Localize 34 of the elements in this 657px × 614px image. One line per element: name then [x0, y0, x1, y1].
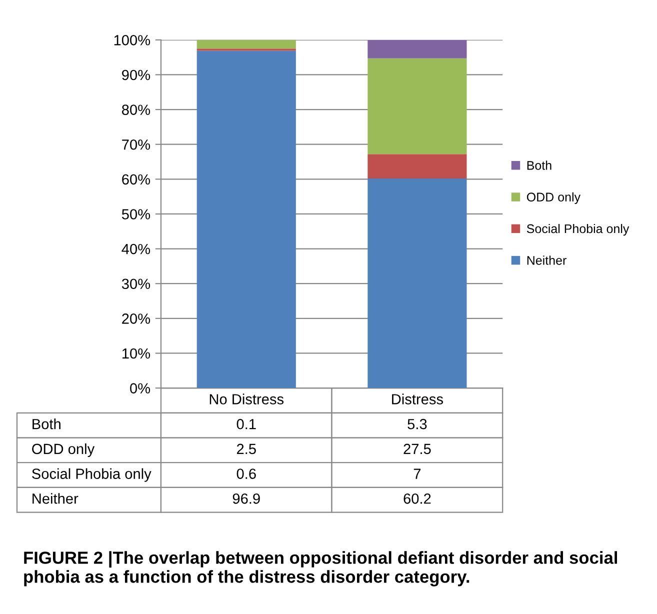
y-tick-label: 50% — [122, 209, 150, 220]
y-tick-label: 100% — [114, 35, 150, 46]
data-label: 96.9 — [232, 493, 260, 504]
text: Social Phobia only — [32, 468, 152, 482]
legend-label: Social Phobia only — [526, 224, 630, 236]
text: Both — [32, 418, 60, 430]
data-label: 5.3 — [408, 418, 427, 430]
bar — [196, 40, 296, 49]
y-tick-label: 10% — [122, 348, 150, 359]
y-tick-label: 80% — [122, 104, 150, 115]
data-label: 7 — [414, 468, 421, 479]
bar — [368, 154, 467, 178]
x-tick-label: No Distress — [210, 394, 284, 404]
legend-label: ODD only — [526, 192, 581, 204]
caption: FIGURE 2 |The overlap between oppositional defiant disorder and social phobia as a function of the distress disorder category. — [24, 551, 618, 586]
y-tick-label: 70% — [122, 139, 150, 150]
data-label: 27.5 — [404, 444, 431, 454]
bar — [368, 40, 467, 58]
bar — [368, 58, 467, 154]
text: ODD only — [32, 443, 95, 457]
text: Neither — [32, 493, 78, 504]
data-label: 0.6 — [236, 468, 256, 479]
y-tick-label: 20% — [122, 314, 150, 324]
y-tick-label: 30% — [122, 278, 150, 290]
data-label: 2.5 — [236, 444, 256, 454]
y-tick-label: 40% — [122, 244, 150, 254]
y-tick-label: 90% — [122, 70, 150, 80]
y-tick-label: 0% — [130, 383, 150, 394]
legend-label: Neither — [527, 256, 566, 265]
legend-label: Both — [527, 160, 552, 170]
x-tick-label: Distress — [392, 394, 443, 404]
data-label: 0.1 — [236, 418, 256, 430]
data-label: 60.2 — [404, 493, 431, 504]
y-tick-label: 60% — [122, 174, 150, 185]
